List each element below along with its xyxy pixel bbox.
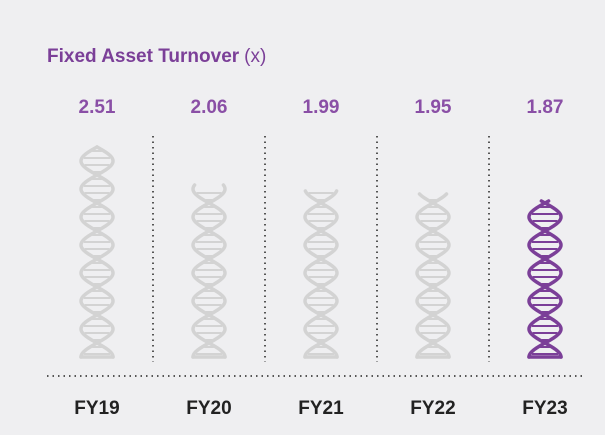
dna-strand <box>79 145 115 359</box>
value-label: 2.06 <box>191 97 228 118</box>
dna-strand <box>191 183 227 359</box>
dna-strand <box>303 189 339 359</box>
value-label: 1.99 <box>303 97 340 118</box>
value-label: 1.87 <box>527 97 564 118</box>
dna-strand <box>191 183 227 359</box>
value-label: 2.51 <box>79 97 116 118</box>
value-label: 1.95 <box>415 97 452 118</box>
title-text: Fixed Asset Turnover <box>47 46 240 67</box>
x-tick-label: FY22 <box>410 398 455 419</box>
dna-icon <box>527 199 563 359</box>
dna-icon <box>191 183 227 359</box>
dna-strand <box>415 192 451 359</box>
dna-icon <box>303 189 339 359</box>
chart-title: Fixed Asset Turnover (x) <box>47 46 266 67</box>
x-tick-label: FY20 <box>186 398 231 419</box>
title-unit: (x) <box>244 46 266 67</box>
dna-icon <box>415 192 451 359</box>
dna-strand <box>303 189 339 359</box>
dna-strand <box>527 199 563 359</box>
dna-strand <box>527 199 563 359</box>
x-tick-label: FY19 <box>74 398 119 419</box>
dna-icon <box>79 145 115 359</box>
dna-strand <box>415 192 451 359</box>
x-tick-label: FY21 <box>298 398 344 419</box>
dna-strand <box>79 145 115 359</box>
x-tick-label: FY23 <box>522 398 567 419</box>
